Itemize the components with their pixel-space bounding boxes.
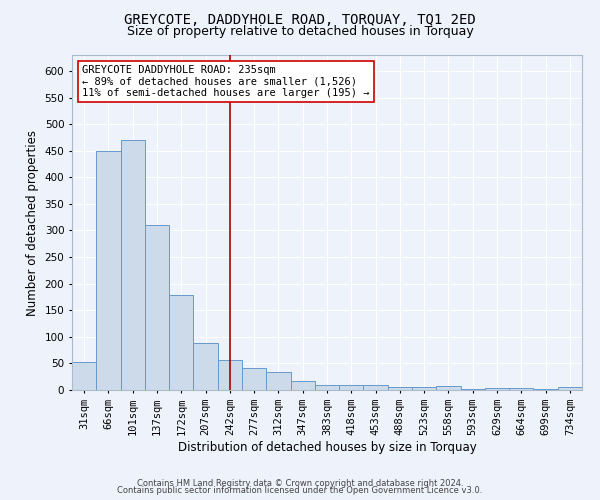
X-axis label: Distribution of detached houses by size in Torquay: Distribution of detached houses by size …: [178, 440, 476, 454]
Bar: [72, 362, 96, 390]
Bar: [266, 372, 290, 390]
Bar: [364, 385, 388, 390]
Bar: [315, 384, 339, 390]
Bar: [96, 150, 121, 390]
Text: Contains HM Land Registry data © Crown copyright and database right 2024.: Contains HM Land Registry data © Crown c…: [137, 478, 463, 488]
Bar: [485, 388, 509, 390]
Bar: [145, 225, 169, 390]
Bar: [412, 387, 436, 390]
Text: GREYCOTE, DADDYHOLE ROAD, TORQUAY, TQ1 2ED: GREYCOTE, DADDYHOLE ROAD, TORQUAY, TQ1 2…: [124, 12, 476, 26]
Text: Contains public sector information licensed under the Open Government Licence v3: Contains public sector information licen…: [118, 486, 482, 495]
Bar: [388, 387, 412, 390]
Bar: [121, 140, 145, 390]
Text: GREYCOTE DADDYHOLE ROAD: 235sqm
← 89% of detached houses are smaller (1,526)
11%: GREYCOTE DADDYHOLE ROAD: 235sqm ← 89% of…: [82, 65, 370, 98]
Bar: [242, 368, 266, 390]
Bar: [558, 388, 582, 390]
Bar: [290, 382, 315, 390]
Bar: [218, 360, 242, 390]
Bar: [193, 343, 218, 390]
Bar: [509, 388, 533, 390]
Y-axis label: Number of detached properties: Number of detached properties: [26, 130, 39, 316]
Bar: [436, 386, 461, 390]
Bar: [339, 384, 364, 390]
Bar: [169, 296, 193, 390]
Text: Size of property relative to detached houses in Torquay: Size of property relative to detached ho…: [127, 25, 473, 38]
